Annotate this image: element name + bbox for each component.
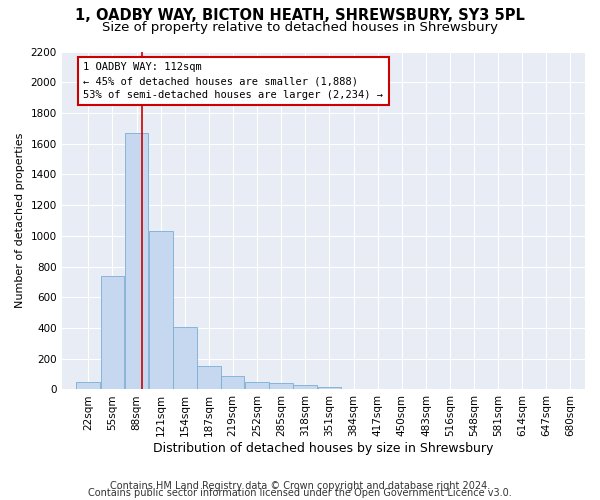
Bar xyxy=(173,327,197,390)
Bar xyxy=(269,383,293,390)
Bar xyxy=(101,276,124,390)
Bar xyxy=(76,382,100,390)
Bar xyxy=(221,376,244,390)
Text: Size of property relative to detached houses in Shrewsbury: Size of property relative to detached ho… xyxy=(102,21,498,34)
Bar xyxy=(245,382,269,390)
Bar xyxy=(197,366,221,390)
Bar xyxy=(293,385,317,390)
Text: 1 OADBY WAY: 112sqm
← 45% of detached houses are smaller (1,888)
53% of semi-det: 1 OADBY WAY: 112sqm ← 45% of detached ho… xyxy=(83,62,383,100)
X-axis label: Distribution of detached houses by size in Shrewsbury: Distribution of detached houses by size … xyxy=(153,442,494,455)
Bar xyxy=(149,231,173,390)
Text: 1, OADBY WAY, BICTON HEATH, SHREWSBURY, SY3 5PL: 1, OADBY WAY, BICTON HEATH, SHREWSBURY, … xyxy=(75,8,525,22)
Bar xyxy=(125,133,148,390)
Bar xyxy=(342,388,365,390)
Text: Contains HM Land Registry data © Crown copyright and database right 2024.: Contains HM Land Registry data © Crown c… xyxy=(110,481,490,491)
Y-axis label: Number of detached properties: Number of detached properties xyxy=(15,133,25,308)
Text: Contains public sector information licensed under the Open Government Licence v3: Contains public sector information licen… xyxy=(88,488,512,498)
Bar xyxy=(317,386,341,390)
